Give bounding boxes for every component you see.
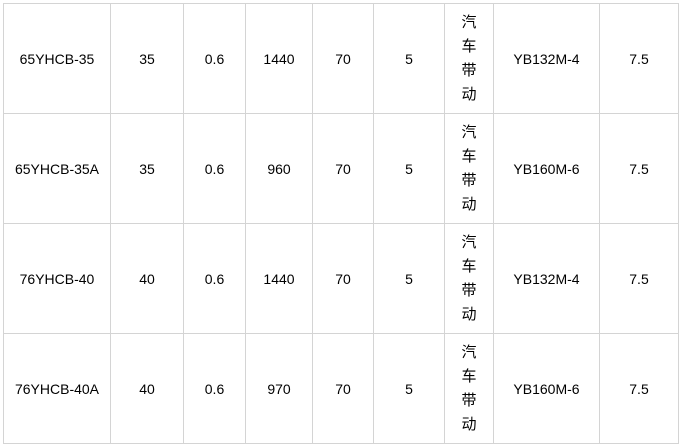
- table-cell: 0.6: [183, 223, 246, 334]
- table-cell: 40: [110, 223, 184, 334]
- table-cell: 5: [373, 3, 445, 114]
- table-cell: 35: [110, 3, 184, 114]
- table-row: 76YHCB-40 40 0.6 1440 70 5 汽车带动 YB132M-4…: [3, 223, 679, 334]
- table-cell: 5: [373, 113, 445, 224]
- table-row: 65YHCB-35 35 0.6 1440 70 5 汽车带动 YB132M-4…: [3, 3, 679, 114]
- table-cell: 7.5: [599, 333, 679, 444]
- vertical-text: 汽车带动: [461, 13, 477, 103]
- table-cell-motor-model: YB132M-4: [493, 3, 600, 114]
- table-row: 76YHCB-40A 40 0.6 970 70 5 汽车带动 YB160M-6…: [3, 333, 679, 444]
- table-cell: 1440: [245, 3, 313, 114]
- table-cell-drive-mode: 汽车带动: [444, 113, 494, 224]
- table-cell: 970: [245, 333, 313, 444]
- table-cell: 40: [110, 333, 184, 444]
- table-cell: 70: [312, 113, 374, 224]
- table-cell-drive-mode: 汽车带动: [444, 223, 494, 334]
- table-cell: 70: [312, 223, 374, 334]
- vertical-text: 汽车带动: [461, 343, 477, 433]
- table-cell: 7.5: [599, 3, 679, 114]
- table-cell: 5: [373, 223, 445, 334]
- table-cell: 0.6: [183, 3, 246, 114]
- table-cell: 1440: [245, 223, 313, 334]
- table-cell-drive-mode: 汽车带动: [444, 333, 494, 444]
- table-cell: 70: [312, 3, 374, 114]
- table-cell: 7.5: [599, 113, 679, 224]
- table-cell: 5: [373, 333, 445, 444]
- table-cell-motor-model: YB132M-4: [493, 223, 600, 334]
- table-cell-motor-model: YB160M-6: [493, 333, 600, 444]
- vertical-text: 汽车带动: [461, 233, 477, 323]
- table-cell-model: 76YHCB-40A: [3, 333, 111, 444]
- table-cell-model: 76YHCB-40: [3, 223, 111, 334]
- table-cell-model: 65YHCB-35A: [3, 113, 111, 224]
- table-cell-motor-model: YB160M-6: [493, 113, 600, 224]
- table-row: 65YHCB-35A 35 0.6 960 70 5 汽车带动 YB160M-6…: [3, 113, 679, 224]
- spec-table: 65YHCB-35 35 0.6 1440 70 5 汽车带动 YB132M-4…: [3, 3, 679, 444]
- table-cell: 35: [110, 113, 184, 224]
- table-cell: 0.6: [183, 333, 246, 444]
- table-cell: 70: [312, 333, 374, 444]
- table-cell: 960: [245, 113, 313, 224]
- table-cell-drive-mode: 汽车带动: [444, 3, 494, 114]
- vertical-text: 汽车带动: [461, 123, 477, 213]
- table-cell: 0.6: [183, 113, 246, 224]
- table-cell: 7.5: [599, 223, 679, 334]
- table-cell-model: 65YHCB-35: [3, 3, 111, 114]
